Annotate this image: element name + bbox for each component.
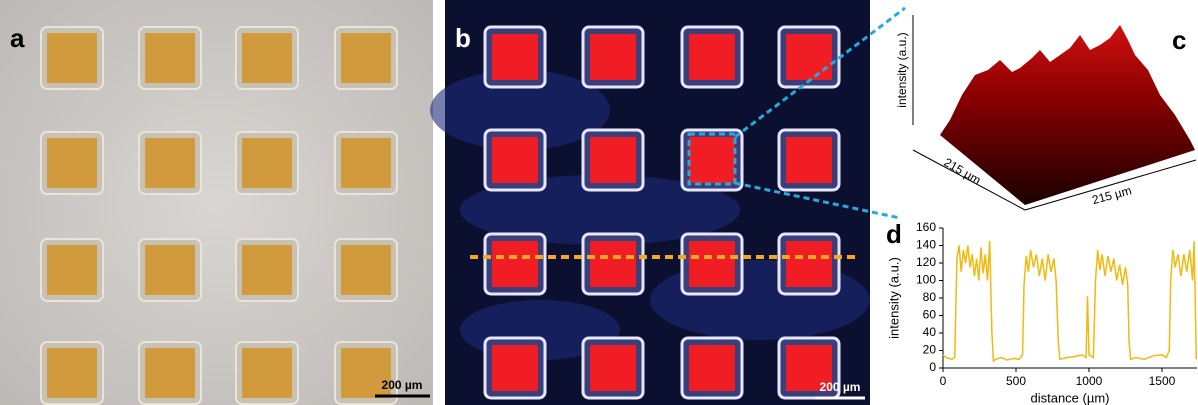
well [242, 245, 292, 295]
y-tick-label: 20 [923, 343, 937, 357]
well [242, 33, 292, 83]
well [242, 138, 292, 188]
well [492, 345, 538, 391]
panel-label: d [886, 219, 902, 249]
x-tick-label: 0 [940, 374, 947, 388]
y-tick-label: 160 [916, 220, 936, 234]
well [242, 348, 292, 398]
well [145, 138, 195, 188]
x-tick-label: 1500 [1149, 374, 1176, 388]
well [341, 245, 391, 295]
well [786, 137, 832, 183]
x-axis-label: distance (µm) [1030, 390, 1109, 405]
well [590, 345, 636, 391]
figure: a b 200 µm 200 µm intensity (a.u.) 215 µ… [0, 0, 1198, 405]
well [145, 33, 195, 83]
x-tick-label: 1000 [1076, 374, 1103, 388]
data-line [943, 241, 1196, 361]
well [47, 245, 97, 295]
panel-label: c [1172, 25, 1186, 55]
y-tick-label: 80 [923, 290, 937, 304]
y-tick-label: 140 [916, 238, 936, 252]
well [689, 34, 735, 80]
well [47, 348, 97, 398]
panel-label: a [10, 23, 25, 53]
well [47, 33, 97, 83]
scale-bar-label: 200 µm [382, 378, 423, 392]
well [786, 34, 832, 80]
y-tick-label: 40 [923, 325, 937, 339]
y-tick-label: 100 [916, 273, 936, 287]
well [47, 138, 97, 188]
well [341, 138, 391, 188]
well [492, 34, 538, 80]
well [492, 241, 538, 287]
scale-bar-label: 200 µm [820, 380, 861, 394]
well [341, 33, 391, 83]
well [786, 241, 832, 287]
y-tick-label: 0 [929, 360, 936, 374]
y-tick-label: 60 [923, 308, 937, 322]
width-label: 215 µm [1091, 183, 1134, 207]
panel-label: b [455, 23, 471, 53]
y-axis-label: intensity (a.u.) [886, 257, 901, 339]
well [689, 345, 735, 391]
y-tick-label: 120 [916, 255, 936, 269]
well [492, 137, 538, 183]
well [590, 137, 636, 183]
well [590, 241, 636, 287]
z-label: intensity (a.u.) [895, 32, 909, 107]
well [590, 34, 636, 80]
well [689, 137, 735, 183]
well [689, 241, 735, 287]
well [145, 245, 195, 295]
x-tick-label: 500 [1006, 374, 1026, 388]
well [145, 348, 195, 398]
